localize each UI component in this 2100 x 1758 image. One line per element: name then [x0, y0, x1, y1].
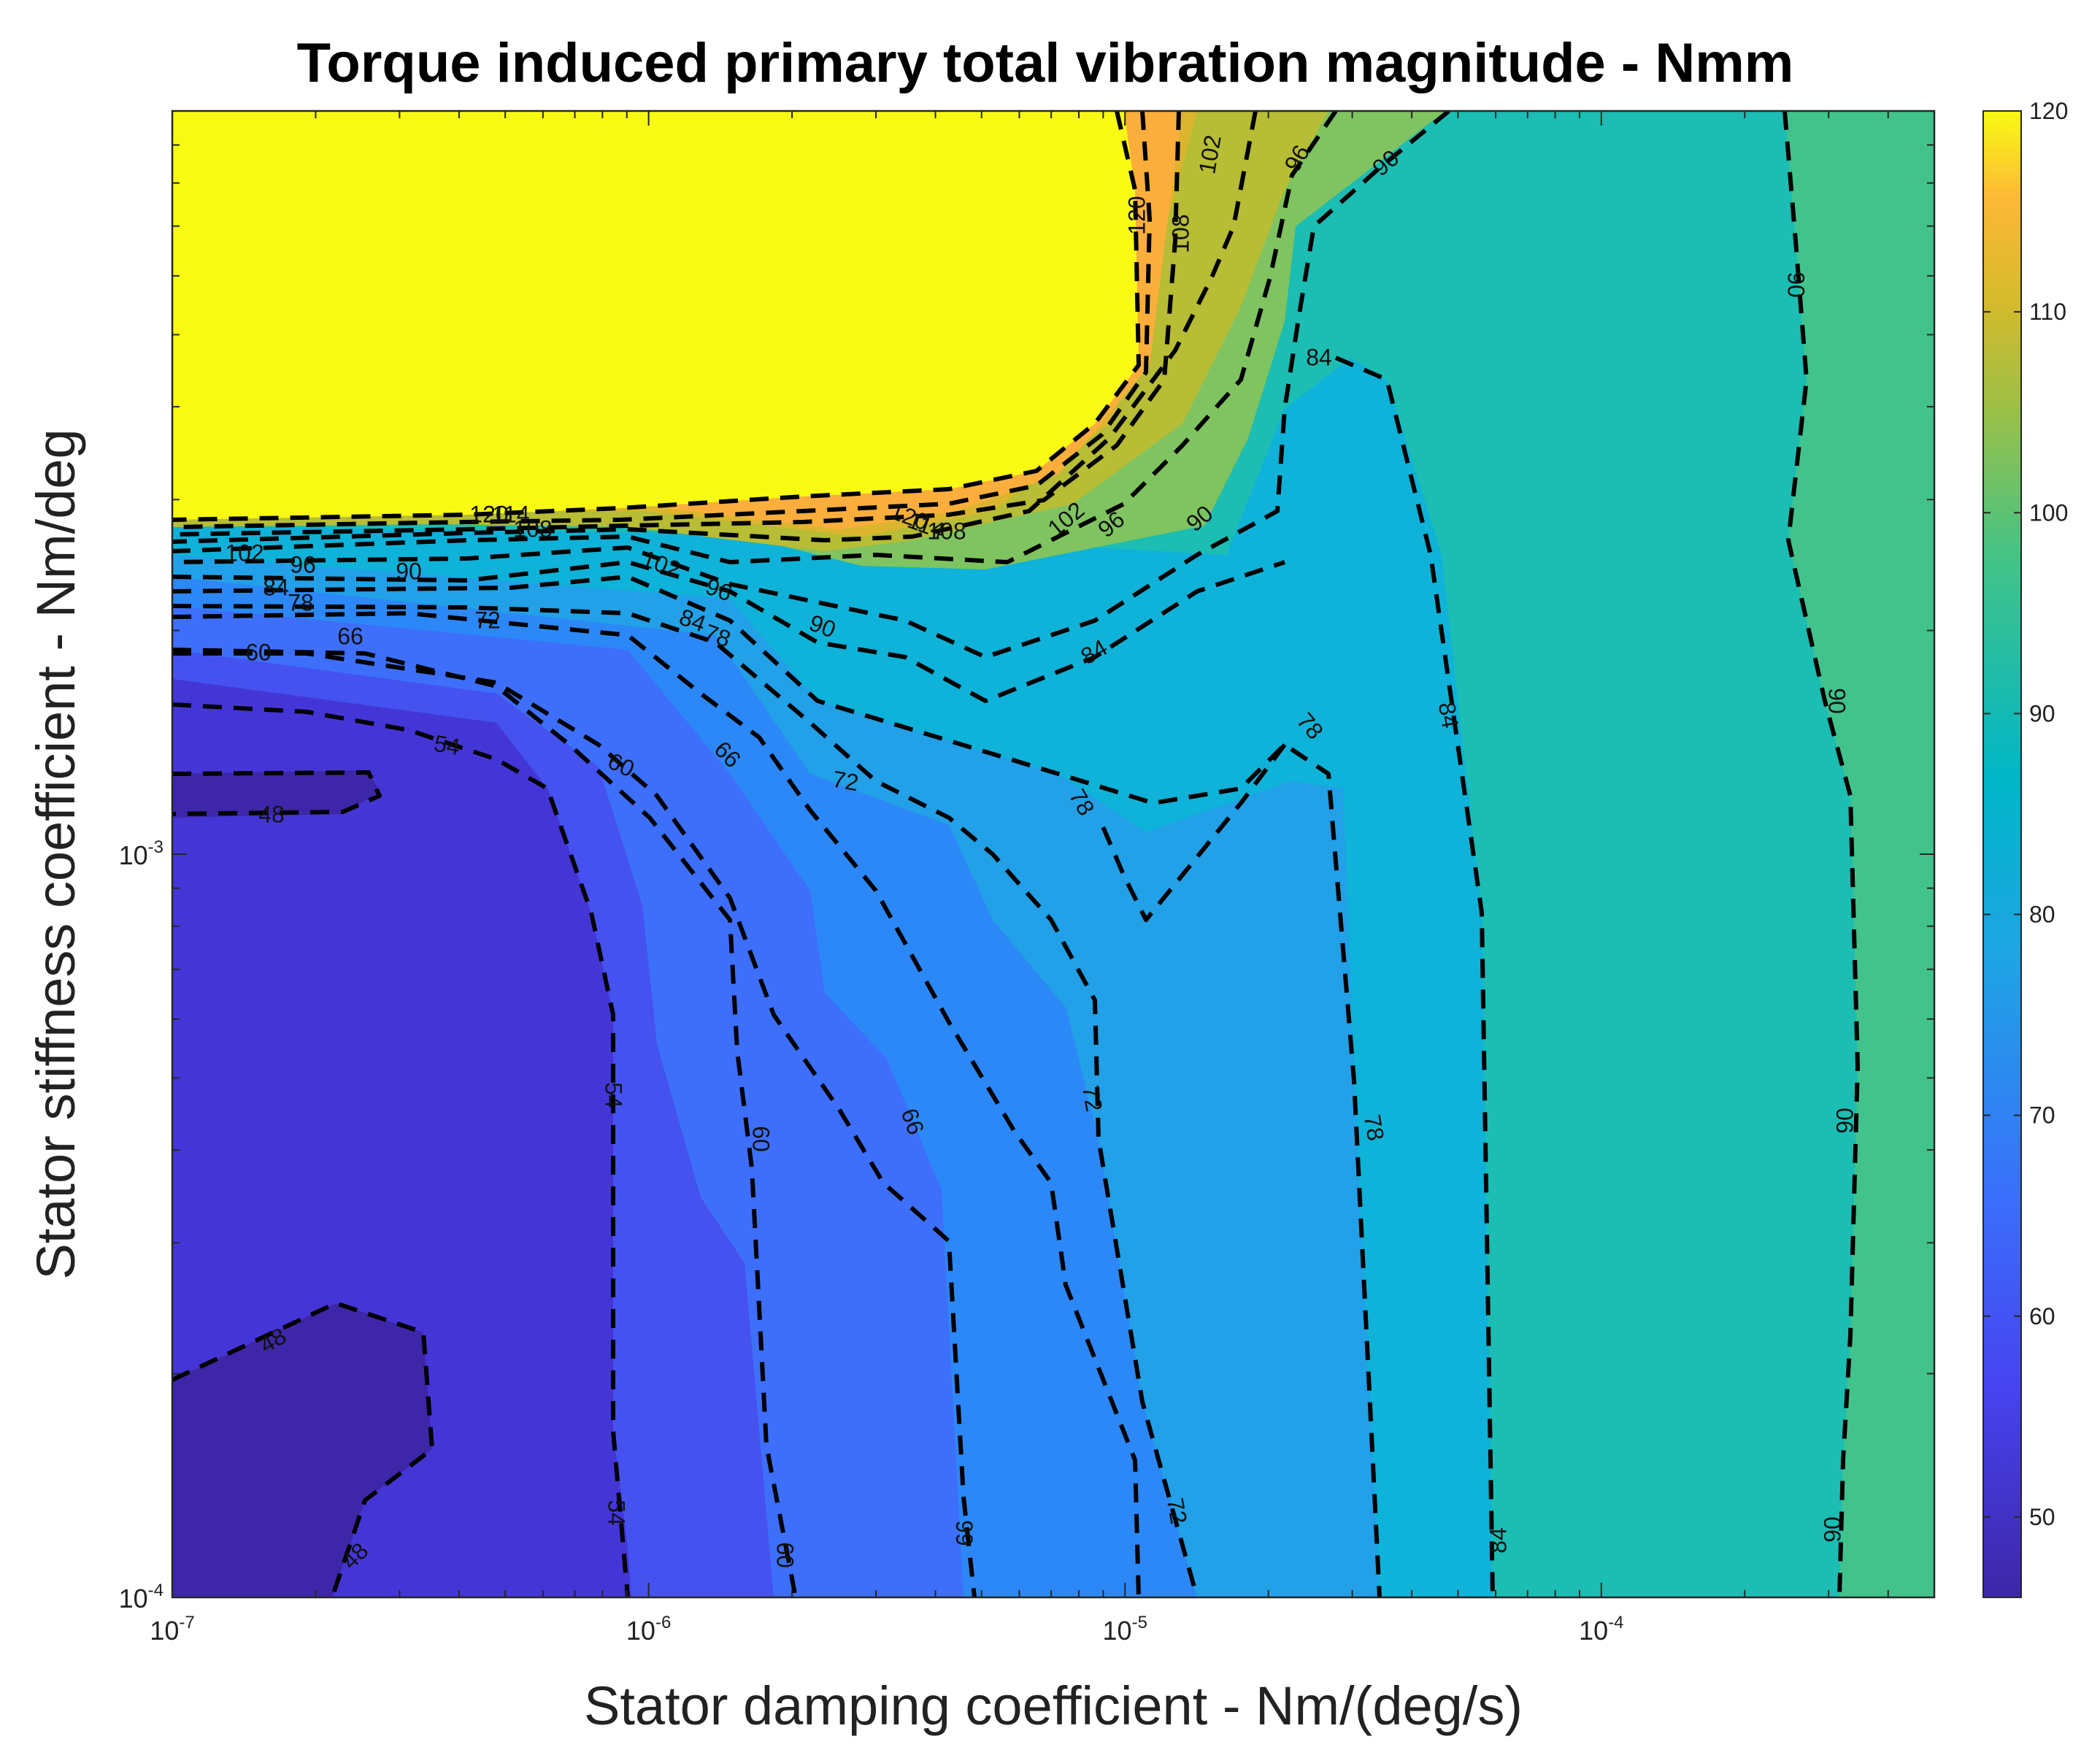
- contour-label: 90: [1831, 1108, 1858, 1134]
- colorbar-tick-label: 70: [2029, 1102, 2055, 1129]
- contour-label: 54: [601, 1082, 627, 1108]
- contour-label: 60: [748, 1126, 774, 1152]
- contour-line-90: [172, 111, 1450, 659]
- contour-line-48-lower: [172, 1301, 434, 1597]
- contour-label: 72: [1077, 1083, 1108, 1113]
- contour-line-78-notch: [1100, 743, 1287, 922]
- contour-line-66b: [172, 651, 977, 1597]
- contour-label: 60: [245, 639, 272, 665]
- contour-line-96: [172, 111, 1338, 564]
- chart-title: Torque induced primary total vibration m…: [297, 32, 1794, 94]
- region-lt48-upper: [172, 770, 380, 818]
- colorbar-tick-label: 100: [2029, 499, 2068, 526]
- contour-line-120: [172, 111, 1141, 522]
- contour-label: 66: [951, 1520, 977, 1546]
- contour-line-54: [172, 702, 630, 1597]
- contour-line-84-left: [172, 560, 1285, 703]
- colorbar-frame: [1982, 110, 2022, 1598]
- contour-label: 54: [432, 730, 462, 761]
- contour-label: 90: [1819, 1516, 1845, 1543]
- contour-line-102: [172, 111, 1258, 544]
- x-axis-label: Stator damping coefficient - Nm/(deg/s): [584, 1676, 1523, 1736]
- y-axis-ticks: [172, 144, 1934, 1598]
- contour-label: 90: [1824, 688, 1850, 714]
- contour-line-84-right: [1334, 356, 1495, 1597]
- contour-line-108: [172, 111, 1181, 537]
- contour-label: 120: [469, 501, 508, 527]
- contour-label: 78: [288, 589, 314, 615]
- colorbar-tick-label: 90: [2029, 700, 2055, 726]
- contour-line-48-upper: [172, 770, 382, 816]
- colorbar-tick-label: 120: [2029, 98, 2068, 124]
- contour-line-66: [172, 611, 1141, 1597]
- contour-line-72: [172, 604, 1199, 1597]
- contour-label: 78: [1359, 1113, 1390, 1143]
- contour-label: 114: [492, 501, 529, 527]
- x-tick-label: 10-7: [150, 1613, 194, 1646]
- colorbar-tick-label: 60: [2029, 1303, 2055, 1329]
- contour-line-114: [172, 111, 1152, 529]
- x-tick-label: 10-4: [1579, 1613, 1623, 1646]
- x-tick-label: 10-5: [1103, 1613, 1147, 1646]
- y-tick-label: 10-4: [119, 1581, 164, 1613]
- contour-label: 54: [604, 1500, 630, 1526]
- contour-label: 108: [927, 518, 966, 544]
- y-tick-labels: 10-4 10-3: [119, 837, 164, 1613]
- contour-fill: [172, 111, 1934, 1597]
- x-tick-label: 10-6: [626, 1613, 671, 1646]
- contour-label: 120: [1123, 196, 1150, 234]
- x-axis-ticks: [172, 111, 1935, 1597]
- y-axis-label: Stator stiffness coefficient - Nm/deg: [26, 429, 86, 1279]
- contour-label: 90: [396, 558, 422, 584]
- contour-line-90-right: [1782, 111, 1860, 1597]
- contour-label: 108: [513, 515, 552, 542]
- region-lt48-lower: [172, 1303, 432, 1597]
- contour-label: 84: [1485, 1527, 1511, 1554]
- colorbar-tick-label: 50: [2029, 1504, 2055, 1530]
- contour-label: 84: [1434, 700, 1464, 730]
- contour-line-78: [172, 575, 1382, 1597]
- contour-label: 60: [772, 1542, 799, 1568]
- contour-label: 72: [474, 607, 501, 633]
- region-120: [172, 111, 1139, 520]
- contour-label: 66: [337, 623, 364, 649]
- contour-lines: [172, 111, 1860, 1597]
- contour-label: 48: [258, 801, 285, 827]
- x-tick-labels: 10-7 10-6 10-5 10-4: [150, 1613, 1623, 1646]
- contour-label: 84: [1306, 344, 1332, 370]
- colorbar-ticks: 50 60 70 80 90 100 110 120: [1983, 98, 2068, 1530]
- colorbar: [1983, 111, 2021, 1597]
- contour-label: 90: [1783, 272, 1809, 298]
- colorbar-tick-label: 80: [2029, 902, 2055, 928]
- contour-label: 84: [263, 574, 289, 600]
- contour-line-60: [172, 648, 798, 1597]
- contour-label: 72: [831, 766, 861, 797]
- contour-label: 96: [290, 551, 316, 577]
- contour-label: 108: [1167, 214, 1193, 253]
- y-tick-label: 10-3: [119, 837, 164, 870]
- colorbar-tick-label: 110: [2029, 299, 2066, 325]
- contour-label: 72: [1162, 1496, 1193, 1526]
- contour-label: 102: [225, 540, 264, 566]
